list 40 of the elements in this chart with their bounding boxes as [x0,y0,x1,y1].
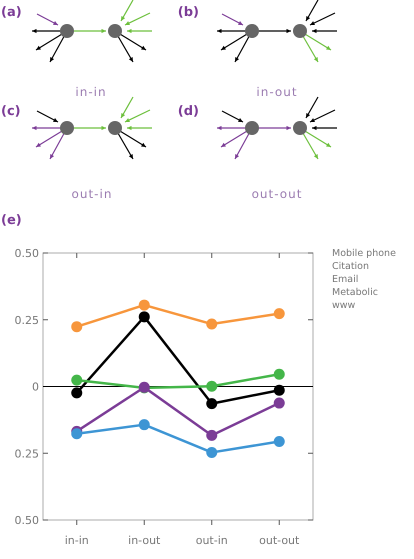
text: Metabolic [332,287,378,298]
y-tick-label: 0 [32,380,39,394]
y-tick-label: 0.50 [14,514,39,527]
text: (c) [1,104,21,119]
point [206,318,218,330]
text: in-in [75,85,107,99]
point [71,387,82,398]
x-tick-label: out-in [196,534,228,547]
point [274,384,285,396]
y-tick-label: 0.25 [14,314,39,327]
point [138,300,150,311]
point [206,398,218,410]
text: (e) [1,213,22,228]
text: Citation [332,261,370,272]
point [274,308,285,320]
point [206,430,218,441]
y-tick-label: 0.50 [14,247,39,260]
point [274,398,285,409]
text: (b) [178,5,199,20]
y-tick-label: 0.25 [14,447,39,460]
text: www [332,300,356,311]
text: in-out [256,85,298,99]
text: out-out [252,187,302,201]
x-tick-label: out-out [259,534,300,547]
point [138,419,150,430]
x-tick-label: in-out [128,534,162,547]
text: out-in [72,187,112,201]
point [206,380,218,392]
point [71,374,82,386]
text: (d) [178,104,199,119]
point [274,436,285,447]
point [138,311,150,322]
point [274,368,285,380]
text: Email [332,274,358,285]
point [71,428,82,440]
point [71,321,82,332]
text: Mobile phone [332,248,396,259]
text: (a) [1,5,22,20]
x-tick-label: in-in [64,534,89,547]
point [206,446,218,458]
